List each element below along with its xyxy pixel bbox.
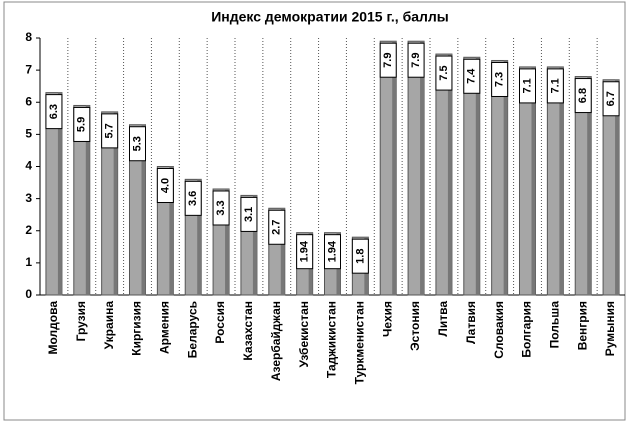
chart-title: Индекс демократии 2015 г., баллы xyxy=(211,9,449,25)
bar-shade xyxy=(141,124,146,295)
x-tick-label: Украина xyxy=(102,301,116,350)
bar-shade xyxy=(57,92,62,295)
value-label: 5.3 xyxy=(131,136,143,151)
y-tick-label: 6 xyxy=(25,94,32,108)
value-label-box xyxy=(73,106,91,142)
value-label-box xyxy=(45,94,63,130)
bar-shade xyxy=(197,179,202,295)
y-tick-label: 1 xyxy=(25,255,32,269)
bar-shade xyxy=(113,111,118,295)
value-label-box xyxy=(546,68,564,104)
y-tick-label: 2 xyxy=(25,223,32,237)
value-label-box xyxy=(435,55,453,91)
bar-shade xyxy=(420,41,425,296)
value-label: 3.3 xyxy=(215,200,227,215)
x-tick-label: Таджикистан xyxy=(325,301,339,378)
value-label: 1.94 xyxy=(299,240,311,262)
bar-shade xyxy=(252,195,257,295)
value-label-box xyxy=(240,196,258,232)
x-tick-label: Венгрия xyxy=(575,301,589,350)
value-label: 7.4 xyxy=(466,68,478,84)
bar-shade xyxy=(280,208,285,295)
y-tick-label: 5 xyxy=(25,127,32,141)
value-label: 6.8 xyxy=(577,88,589,103)
x-tick-label: Польша xyxy=(548,301,562,349)
value-label: 7.1 xyxy=(521,78,533,93)
value-label-box xyxy=(379,42,397,78)
value-label: 6.3 xyxy=(48,104,60,119)
bar-shade xyxy=(559,66,564,295)
value-label-box xyxy=(351,238,369,274)
value-label: 3.1 xyxy=(243,207,255,222)
x-tick-label: Чехия xyxy=(380,301,394,337)
value-label: 5.9 xyxy=(76,117,88,132)
x-tick-label: Туркменистан xyxy=(353,301,367,384)
x-tick-label: Киргизия xyxy=(130,301,144,356)
value-label: 4.0 xyxy=(159,178,171,193)
value-label: 1.8 xyxy=(354,249,366,264)
value-label-box xyxy=(296,234,314,270)
bar-shade xyxy=(615,79,620,295)
value-label-box xyxy=(407,42,425,78)
bar-shade xyxy=(447,54,452,295)
x-tick-label: Латвия xyxy=(464,301,478,344)
value-label: 5.7 xyxy=(104,123,116,138)
x-tick-label: Узбекистан xyxy=(297,301,311,367)
y-tick-label: 7 xyxy=(25,62,32,76)
value-label-box xyxy=(129,126,146,162)
bar-shade xyxy=(169,166,174,295)
value-label-box xyxy=(463,58,481,94)
y-tick-label: 3 xyxy=(25,191,32,205)
bar-shade xyxy=(85,105,90,296)
value-label: 6.7 xyxy=(605,91,617,106)
x-tick-label: Беларусь xyxy=(185,301,199,358)
bar-shade xyxy=(225,188,230,295)
x-tick-label: Армения xyxy=(158,301,172,354)
value-label-box xyxy=(212,190,230,226)
x-tick-label: Литва xyxy=(436,301,450,337)
y-tick-label: 8 xyxy=(25,30,32,44)
y-tick-label: 0 xyxy=(25,287,32,301)
bar-shade xyxy=(503,60,508,295)
x-tick-label: Молдова xyxy=(46,301,60,355)
bar-shade xyxy=(587,76,592,295)
value-label: 7.9 xyxy=(410,53,422,68)
value-label: 7.9 xyxy=(382,53,394,68)
value-label-box xyxy=(184,180,202,216)
value-label: 3.6 xyxy=(187,191,199,206)
value-label-box xyxy=(574,78,592,114)
bar-shade xyxy=(531,66,536,295)
x-tick-label: Эстония xyxy=(408,301,422,351)
value-label: 1.94 xyxy=(326,240,338,262)
y-tick-label: 4 xyxy=(25,159,32,173)
value-label: 7.1 xyxy=(549,78,561,93)
value-label: 7.3 xyxy=(494,72,506,87)
x-tick-label: Румыния xyxy=(603,301,617,356)
value-label: 7.5 xyxy=(438,65,450,80)
x-tick-label: Азербайджан xyxy=(269,301,283,381)
value-label-box xyxy=(156,168,174,203)
bar-shade xyxy=(475,57,480,296)
x-tick-label: Россия xyxy=(213,301,227,344)
value-label-box xyxy=(602,81,620,117)
value-label-box xyxy=(324,234,341,270)
x-tick-label: Болгария xyxy=(520,301,534,358)
value-label: 2.7 xyxy=(271,220,283,235)
value-label-box xyxy=(491,61,509,97)
value-label-box xyxy=(101,113,119,149)
x-tick-label: Казахстан xyxy=(241,301,255,361)
x-tick-label: Грузия xyxy=(74,301,88,341)
x-tick-label: Словакия xyxy=(492,301,506,359)
bar-shade xyxy=(392,41,397,296)
value-label-box xyxy=(519,68,536,104)
value-label-box xyxy=(268,209,286,245)
